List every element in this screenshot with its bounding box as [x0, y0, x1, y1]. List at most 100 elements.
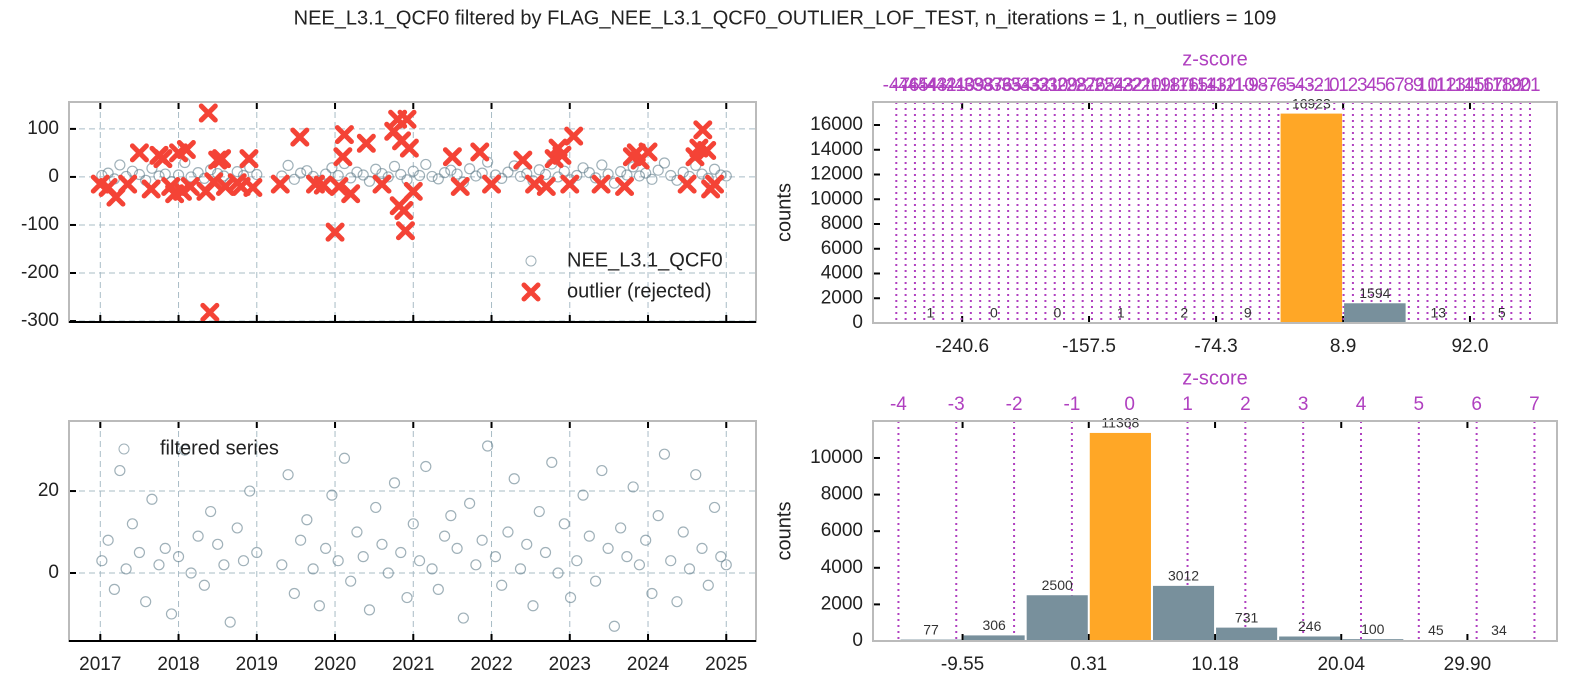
y-tick-label: 2000 — [821, 593, 863, 614]
point — [382, 171, 394, 183]
y-tick-label: 6000 — [821, 520, 863, 541]
x2-tick-label: 8 — [1404, 75, 1415, 96]
point — [583, 530, 595, 542]
x2-tick-label: 19 — [1501, 75, 1522, 96]
point — [179, 444, 191, 456]
x2-tick-label: -43 — [920, 75, 947, 96]
x2-tick-label: -13 — [1199, 75, 1226, 96]
point — [426, 170, 438, 183]
x2-tick-label: -26 — [1078, 75, 1105, 96]
point — [295, 534, 307, 546]
point — [677, 526, 689, 538]
outlier-marker — [356, 133, 376, 153]
x2-tick-label: -44 — [911, 75, 939, 96]
point — [382, 567, 394, 579]
x2-tick-label: -29 — [1050, 75, 1077, 96]
point — [521, 538, 533, 550]
bar-value-label: 13 — [1431, 305, 1447, 321]
x-tick-label: 2020 — [314, 654, 356, 675]
outlier-marker — [397, 109, 417, 129]
y-tick-label: 8000 — [821, 484, 863, 505]
point — [282, 159, 294, 172]
outlier-marker — [705, 174, 725, 194]
point — [133, 168, 146, 181]
point — [615, 522, 627, 534]
point — [192, 530, 204, 542]
point — [114, 159, 126, 171]
x2-tick-label: -47 — [883, 75, 910, 96]
bar-value-label: 2 — [1180, 305, 1188, 321]
point — [476, 167, 488, 179]
point — [307, 563, 319, 575]
outlier-marker — [141, 179, 161, 199]
y-tick-label: 2000 — [821, 287, 863, 308]
x2-tick-label: 10 — [1417, 75, 1438, 96]
outlier-marker — [450, 177, 470, 197]
x2-axis-label: z-score — [1182, 48, 1248, 70]
point — [205, 505, 217, 518]
point — [702, 579, 714, 591]
x-tick-label: -9.55 — [941, 654, 984, 675]
point — [627, 161, 639, 173]
bar-value-label: 77 — [923, 621, 939, 637]
x2-tick-label: -45 — [901, 75, 928, 96]
bar-value-label: 11368 — [1101, 415, 1139, 431]
x2-tick-label: 15 — [1463, 75, 1484, 96]
x2-tick-label: 21 — [1519, 75, 1540, 96]
axes: 0 20 2017 2018 2019 2020 2021 2022 2023 2024 2025 f… — [38, 420, 757, 675]
outlier-marker — [638, 142, 658, 162]
point — [602, 542, 614, 555]
x-tick-label: 2022 — [470, 654, 512, 675]
x2-tick-label: -2 — [1307, 75, 1324, 96]
point — [627, 481, 639, 493]
outlier-marker — [341, 184, 361, 204]
point — [395, 168, 407, 181]
bar — [1026, 595, 1088, 641]
x2-tick-label: -20 — [1134, 75, 1161, 96]
x-tick-label: 2021 — [392, 654, 434, 675]
bar — [1279, 636, 1341, 641]
bar-value-label: 1 — [1117, 305, 1125, 321]
bar-value-label: 1 — [927, 305, 935, 321]
outlier-marker — [129, 143, 149, 163]
x2-tick-label: -1 — [1063, 394, 1080, 415]
y-tick-label: 20 — [38, 480, 59, 501]
point — [608, 620, 620, 632]
point — [464, 497, 476, 509]
point — [320, 168, 332, 180]
y-axis-label: counts — [773, 502, 795, 561]
point — [153, 559, 165, 571]
point — [640, 534, 652, 546]
x2-tick-label: -19 — [1143, 75, 1170, 96]
y-tick-label: -300 — [21, 310, 59, 331]
point — [420, 158, 432, 171]
x-tick-label: -240.6 — [935, 336, 989, 357]
bar-value-label: 2500 — [1042, 577, 1073, 593]
bar-value-label: 246 — [1298, 618, 1322, 634]
x-tick-label: 29.90 — [1444, 654, 1492, 675]
point — [432, 173, 444, 185]
x-tick-label: 2024 — [627, 654, 670, 675]
point — [218, 559, 230, 571]
point — [395, 546, 407, 559]
point — [438, 530, 451, 542]
x2-tick-label: -15 — [1181, 75, 1208, 96]
point — [665, 555, 677, 567]
x2-tick-label: 11 — [1427, 75, 1447, 96]
outlier-marker — [198, 103, 218, 123]
point — [231, 522, 243, 534]
x2-tick-label: -7 — [1261, 75, 1278, 96]
x2-tick-label: -24 — [1097, 75, 1125, 96]
x2-tick-label: 18 — [1491, 75, 1512, 96]
x-tick-label: 92.0 — [1451, 336, 1488, 357]
point — [508, 473, 520, 485]
point — [646, 587, 658, 600]
y-tick-label: 10000 — [810, 447, 863, 468]
point — [407, 518, 419, 530]
x2-tick-label: -31 — [1032, 75, 1059, 96]
outlier-marker — [118, 174, 138, 194]
x2-tick-label: 7 — [1394, 75, 1405, 96]
figure-title: NEE_L3.1_QCF0 filtered by FLAG_NEE_L3.1_… — [294, 7, 1277, 29]
point — [313, 600, 325, 612]
